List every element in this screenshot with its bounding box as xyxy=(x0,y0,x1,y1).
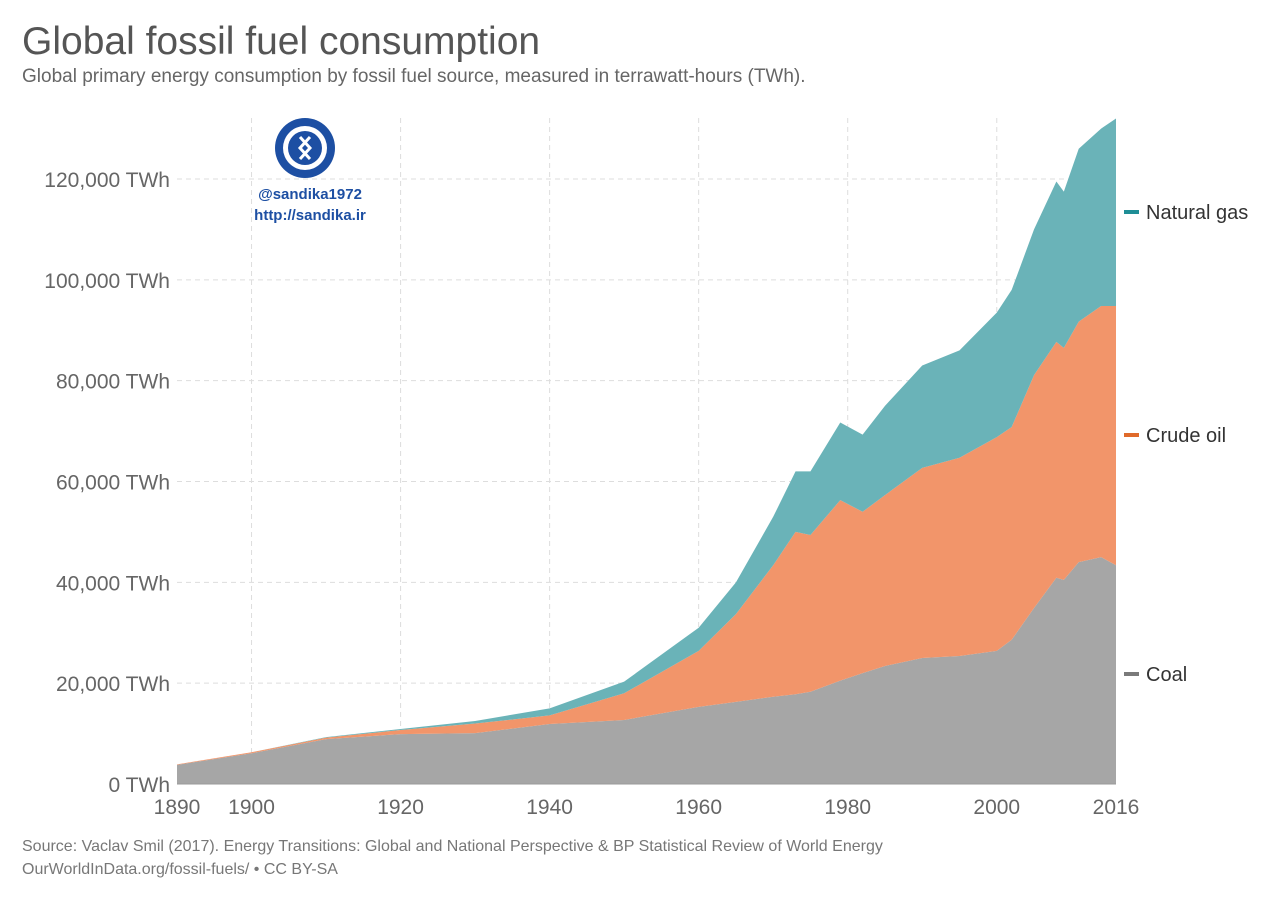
y-tick-label: 80,000 TWh xyxy=(56,371,170,394)
x-tick-label: 1960 xyxy=(675,796,722,819)
y-tick-label: 40,000 TWh xyxy=(56,572,170,595)
area-crude-oil xyxy=(177,306,1116,765)
y-tick-label: 0 TWh xyxy=(109,774,170,797)
logo-mark-icon xyxy=(297,135,313,161)
legend-label: Coal xyxy=(1146,664,1187,686)
x-tick-label: 1920 xyxy=(377,796,424,819)
logo-core xyxy=(288,131,322,165)
chart-title: Global fossil fuel consumption xyxy=(22,20,541,63)
legend-label: Natural gas xyxy=(1146,202,1248,224)
y-tick-label: 60,000 TWh xyxy=(56,472,170,495)
area-coal xyxy=(177,557,1116,784)
area-natural-gas xyxy=(177,118,1116,765)
y-tick-label: 20,000 TWh xyxy=(56,673,170,696)
x-tick-label: 1890 xyxy=(154,796,201,819)
x-tick-label: 2016 xyxy=(1093,796,1140,819)
x-tick-label: 1980 xyxy=(824,796,871,819)
watermark-handle: @sandika1972 xyxy=(258,186,362,203)
x-tick-label: 2000 xyxy=(973,796,1020,819)
x-tick-label: 1900 xyxy=(228,796,275,819)
x-tick-label: 1940 xyxy=(526,796,573,819)
chart-subtitle: Global primary energy consumption by fos… xyxy=(22,66,806,87)
watermark-logo: @sandika1972 http://sandika.ir xyxy=(254,118,366,224)
legend-label: Crude oil xyxy=(1146,425,1226,447)
source-text: Source: Vaclav Smil (2017). Energy Trans… xyxy=(22,838,883,855)
license-text: OurWorldInData.org/fossil-fuels/ • CC BY… xyxy=(22,861,338,878)
y-tick-label: 100,000 TWh xyxy=(44,270,170,293)
watermark-url: http://sandika.ir xyxy=(254,207,366,224)
y-tick-label: 120,000 TWh xyxy=(44,169,170,192)
